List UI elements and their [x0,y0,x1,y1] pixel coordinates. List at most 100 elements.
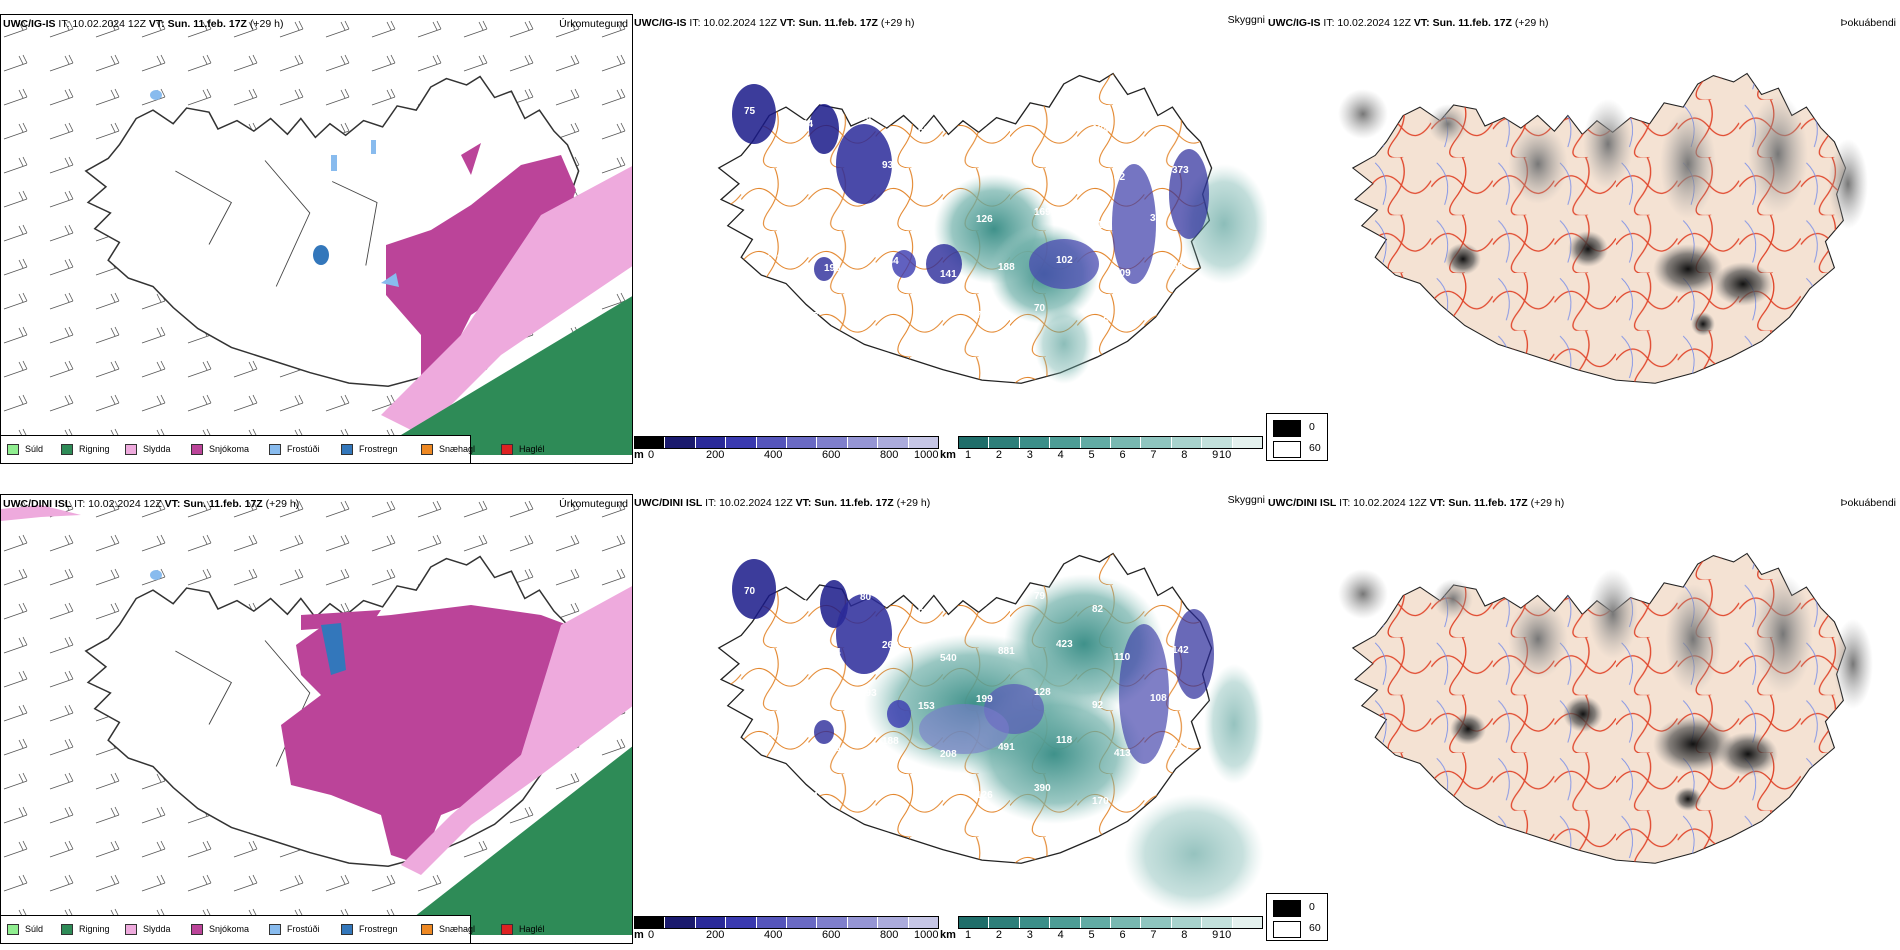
legend-item: Haglél [501,924,545,936]
legend-item: Snjókoma [191,924,249,936]
cloud-base-label: 66 [860,112,872,123]
colorbar-tick-label: 8 [1181,929,1188,941]
cloud-base-label: 92 [1092,700,1104,711]
legend-label: Frostúði [287,924,320,934]
legend-label: Frostúði [287,444,320,454]
colorbar-segment [1050,437,1081,448]
cloud-base-label: 126 [976,790,993,801]
precip-type-map [1,15,632,463]
cloud-base-label: 213 [1172,741,1189,752]
cloud-base-label: 373 [1172,165,1189,176]
cloud-base-label: 247 [802,311,819,322]
legend-item: Súld [7,924,43,936]
colorbar-segment [1171,917,1203,928]
colorbar-segment [756,437,788,448]
cloud-base-label: 138 [1056,159,1073,170]
colorbar-segment [908,437,939,448]
cloud-base-label: 65 [802,599,814,610]
ceiling-unit: m [634,929,644,941]
colorbar-segment [847,437,879,448]
cloud-base-label: 134 [882,256,899,267]
legend-swatch [7,444,19,456]
colorbar-segment [695,437,727,448]
legend-label: Frostregn [359,444,398,454]
cloud-base-label: 145 [1092,316,1109,327]
cloud-base-label: 68 [1172,261,1184,272]
legend-item: Haglél [501,444,545,456]
colorbar-segment [989,437,1020,448]
legend-item: Frostúði [269,444,320,456]
colorbar-tick-label: 10 [1219,449,1232,461]
colorbar-segment [878,437,909,448]
fog-legend-label: 60 [1309,922,1321,934]
legend-item: Snæhagl [421,924,475,936]
cloud-base-label: 198 [824,263,841,274]
panel-header: UWC/DINI ISL IT: 10.02.2024 12Z VT: Sun.… [3,498,300,510]
cloud-base-label: 163 [918,221,935,232]
legend-label: Snæhagl [439,444,476,454]
cloud-base-label: 65 [976,118,988,129]
cloud-base-label: 413 [1114,748,1131,759]
legend-swatch [125,444,137,456]
colorbar-tick-label: 3 [1026,449,1033,461]
fog-legend-swatch-0 [1273,420,1301,437]
ceiling-colorbar [634,916,939,929]
legend-label: Haglél [519,444,545,454]
colorbar-segment [1111,437,1142,448]
cloud-base-label: 332 [1150,213,1167,224]
colorbar-segment [1141,437,1172,448]
cloud-base-label: 81 [824,167,836,178]
colorbar-tick-label: 800 [880,929,899,941]
legend-item: Frostregn [341,444,398,456]
colorbar-tick-label: 400 [764,929,783,941]
cloud-base-label: 226 [860,784,877,795]
cloud-base-label: 73 [976,598,988,609]
cloud-base-label: 171 [802,215,819,226]
legend-swatch [421,444,433,456]
colorbar-segment [726,917,757,928]
colorbar-segment [1080,917,1112,928]
panel-header: UWC/IG-IS IT: 10.02.2024 12Z VT: Sun. 11… [3,18,284,30]
colorbar-segment [1171,437,1203,448]
colorbar-segment [1141,917,1172,928]
cloud-base-label: 193 [860,688,877,699]
cloud-base-label: 70 [744,586,756,597]
legend-label: Slydda [143,444,171,454]
colorbar-segment [695,917,727,928]
cloud-base-label: 153 [998,166,1015,177]
cloud-base-label: 269 [882,640,899,651]
fog-legend: 0 60 [1266,413,1328,461]
colorbar-tick-label: 200 [706,929,725,941]
legend-swatch [61,924,73,936]
panel-title: Skyggni [1227,14,1265,26]
colorbar-tick-label: 1000 [914,929,939,941]
cloud-base-label: 128 [1034,687,1051,698]
colorbar-segment [817,437,848,448]
colorbar-tick-label: 200 [706,449,725,461]
cloud-base-label: 192 [802,695,819,706]
panel-header: UWC/DINI ISL IT: 10.02.2024 12Z VT: Sun.… [634,497,931,509]
colorbar-tick-label: 4 [1057,929,1064,941]
panel-title: Úrkomutegund [559,498,628,510]
panel-title: Úrkomutegund [559,18,628,30]
cloud-base-label: 93 [882,160,894,171]
fog-legend-swatch-60 [1273,441,1301,458]
cloud-base-label: 209 [1114,268,1131,279]
cloud-base-label: 126 [976,214,993,225]
cloud-base-label: 75 [744,106,756,117]
legend-item: Rigning [61,924,110,936]
cloud-base-label: 108 [1150,693,1167,704]
cloud-base-label: 248 [824,743,841,754]
cloud-base-label: 862 [766,154,783,165]
visibility-unit: km [940,449,956,461]
colorbar-tick-label: 10 [1219,929,1232,941]
colorbar-segment [787,437,818,448]
cloud-base-label: 70 [1034,303,1046,314]
fog-index-panel-row1: UWC/IG-IS IT: 10.02.2024 12Z VT: Sun. 11… [1268,14,1900,464]
colorbar-segment [1232,917,1263,928]
colorbar-tick-label: 600 [822,449,841,461]
panel-header: UWC/IG-IS IT: 10.02.2024 12Z VT: Sun. 11… [1268,17,1549,29]
cloud-base-label: 154 [860,208,877,219]
cloud-base-label: 347 [744,298,761,309]
legend-item: Snæhagl [421,444,476,456]
